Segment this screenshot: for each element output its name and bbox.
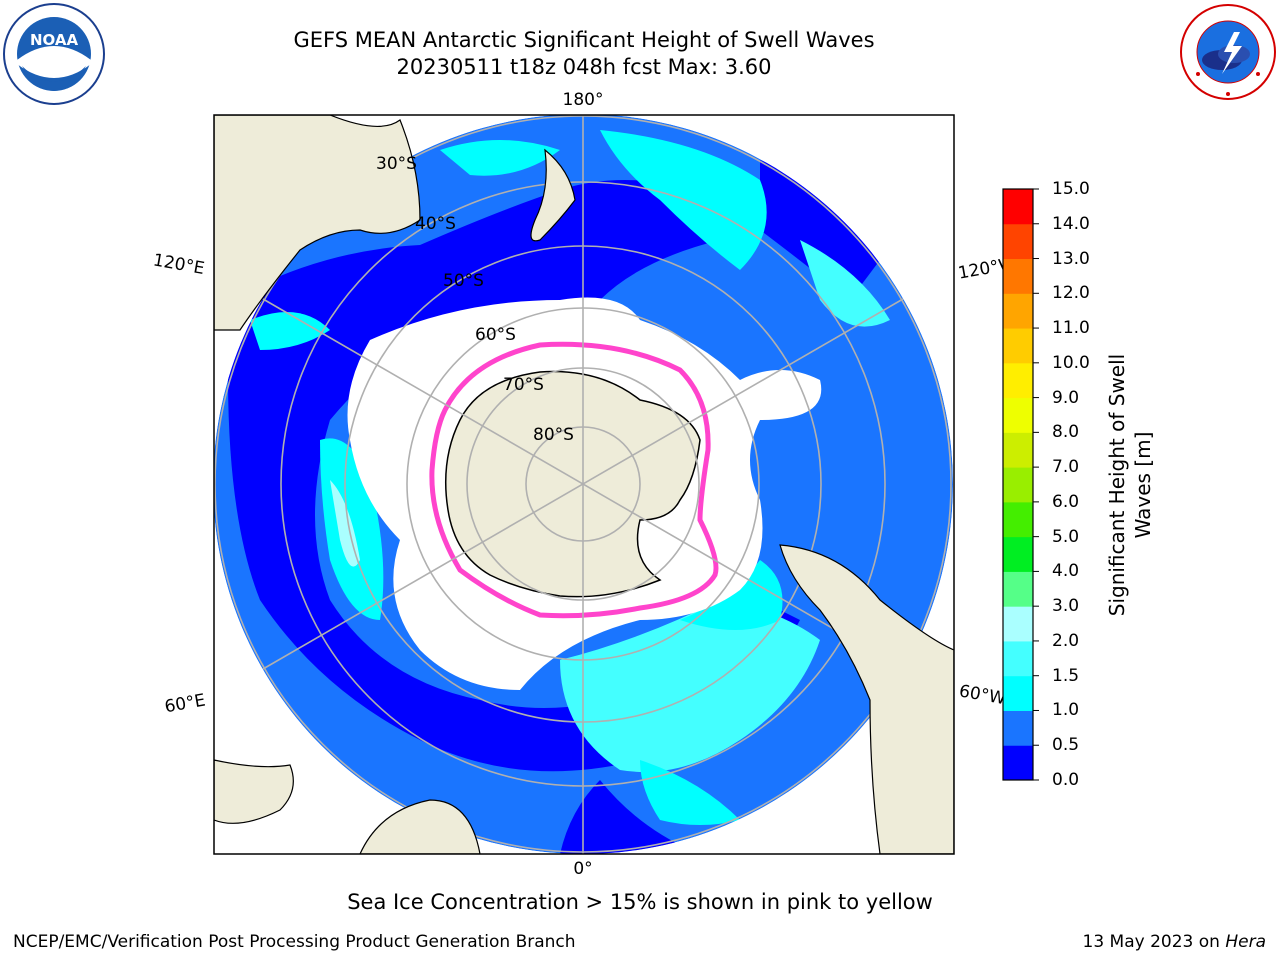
new-zealand-landmass [530, 148, 576, 242]
colorbar-tick-label: 15.0 [1052, 179, 1090, 199]
colorbar-tick-label: 8.0 [1052, 422, 1080, 443]
colorbar-tick-label: 10.0 [1052, 352, 1090, 373]
ice-edge [429, 341, 719, 619]
colorbar-segment [1003, 258, 1033, 294]
lon-label-180: 180° [563, 90, 604, 110]
nws-logo-icon [1180, 4, 1276, 100]
colorbar-tick-label: 9.0 [1052, 387, 1080, 408]
lat-label-40s: 40°S [415, 214, 456, 234]
colorbar-segment [1003, 467, 1033, 503]
colorbar-tick-label: 13.0 [1052, 248, 1090, 269]
colorbar-segment [1003, 223, 1033, 260]
colorbar-segment [1003, 675, 1033, 711]
colorbar-segment [1003, 328, 1033, 364]
footer-date-text: 13 May 2023 on [1082, 932, 1226, 952]
antarctica-landmass [444, 370, 701, 598]
noaa-logo-text: NOAA [30, 31, 79, 49]
lon-label-60w: 60°W [957, 681, 1007, 709]
lat-label-70s: 70°S [503, 375, 544, 395]
australia-landmass [214, 115, 421, 331]
noaa-logo-icon: NOAA [3, 3, 105, 105]
madagascar-landmass [214, 759, 294, 824]
colorbar [1003, 188, 1039, 781]
africa-landmass [359, 799, 481, 854]
lat-label-30s: 30°S [376, 154, 417, 174]
low-swell-region [228, 180, 800, 772]
chart-subtitle: 20230511 t18z 048h fcst Max: 3.60 [396, 55, 772, 79]
colorbar-tick-label: 2.0 [1052, 630, 1080, 651]
colorbar-tick-label: 12.0 [1052, 283, 1090, 304]
colorbar-tick-label: 14.0 [1052, 213, 1090, 234]
colorbar-frame [1002, 188, 1034, 781]
map-frame [213, 114, 955, 855]
colorbar-segment [1003, 745, 1033, 781]
colorbar-tick-label: 4.0 [1052, 561, 1080, 582]
colorbar-tick-label: 7.0 [1052, 457, 1080, 478]
colorbar-segment [1003, 362, 1033, 399]
colorbar-tick-label: 1.5 [1052, 665, 1080, 686]
lon-label-0: 0° [573, 859, 592, 879]
lon-label-120e: 120°E [152, 250, 206, 279]
colorbar-title-line1: Significant Height of Swell [1105, 353, 1129, 617]
colorbar-title-line2: Waves [m] [1131, 431, 1155, 539]
colorbar-segment [1003, 710, 1033, 746]
colorbar-tick-label: 0.0 [1052, 770, 1080, 790]
lat-label-80s: 80°S [533, 425, 574, 445]
sea-ice-caption: Sea Ice Concentration > 15% is shown in … [347, 890, 933, 914]
lat-label-60s: 60°S [475, 325, 516, 345]
colorbar-segment [1003, 571, 1033, 607]
colorbar-tick-label: 5.0 [1052, 526, 1080, 547]
high-swell-region [560, 600, 820, 772]
lon-label-60e: 60°E [163, 691, 207, 718]
chart-title: GEFS MEAN Antarctic Significant Height o… [293, 28, 875, 52]
colorbar-segment [1003, 432, 1033, 468]
colorbar-segment [1003, 640, 1033, 677]
south-america-landmass [779, 544, 954, 854]
graticule [214, 115, 952, 854]
footer-date: 13 May 2023 on Hera [1083, 932, 1267, 952]
colorbar-segment [1003, 501, 1033, 538]
lat-label-50s: 50°S [443, 271, 484, 291]
colorbar-tick-label: 11.0 [1052, 318, 1090, 339]
colorbar-segment [1003, 293, 1033, 329]
colorbar-tick-label: 6.0 [1052, 491, 1080, 512]
footer-credit: NCEP/EMC/Verification Post Processing Pr… [13, 932, 576, 952]
colorbar-segment [1003, 397, 1033, 433]
colorbar-segment [1003, 606, 1033, 642]
colorbar-tick-label: 1.0 [1052, 700, 1080, 721]
colorbar-tick-label: 3.0 [1052, 596, 1080, 617]
colorbar-segment [1003, 536, 1033, 572]
footer-machine-name: Hera [1225, 932, 1266, 952]
colorbar-tick-label: 0.5 [1052, 735, 1080, 756]
colorbar-segment [1003, 189, 1033, 225]
